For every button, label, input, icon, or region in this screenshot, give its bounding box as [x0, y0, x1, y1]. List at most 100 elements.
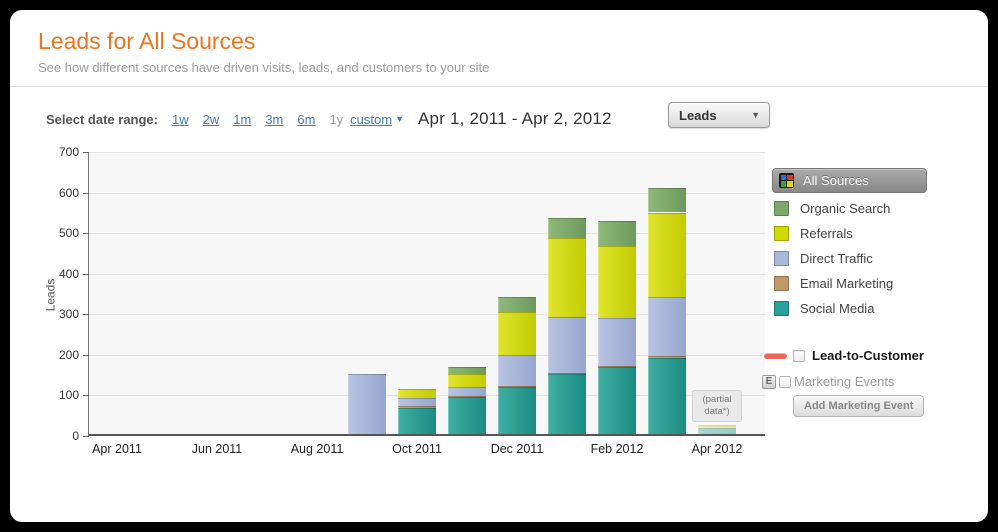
x-tick-label: Apr 2011 [92, 442, 142, 456]
legend-all-sources-button[interactable]: All Sources [772, 168, 927, 193]
legend-swatch-icon [774, 276, 789, 291]
four-color-grid-icon [779, 173, 794, 188]
bar-segment[interactable] [648, 355, 686, 358]
y-tick-mark [83, 192, 89, 194]
y-tick-label: 600 [58, 185, 79, 200]
x-tick-label: Jun 2011 [191, 442, 243, 456]
y-tick-mark [83, 395, 89, 397]
gridline [89, 233, 765, 235]
lead-to-customer-label: Lead-to-Customer [812, 348, 924, 363]
bar-segment[interactable] [548, 373, 586, 434]
bar-segment[interactable] [398, 406, 436, 408]
range-link-2w[interactable]: 2w [202, 111, 220, 127]
lead-to-customer-checkbox[interactable] [793, 349, 805, 362]
bar-segment[interactable] [448, 367, 486, 374]
date-range-display: Apr 1, 2011 - Apr 2, 2012 [418, 109, 612, 128]
marketing-events-row: E Marketing Events [762, 374, 894, 389]
bar-segment[interactable] [648, 357, 686, 434]
bar-segment[interactable] [448, 396, 486, 434]
y-tick-mark [83, 152, 89, 153]
bar-segment[interactable] [598, 318, 636, 367]
range-link-3m[interactable]: 3m [265, 111, 284, 127]
legend-swatch-icon [774, 251, 789, 266]
range-link-1w[interactable]: 1w [172, 111, 189, 127]
bar-segment[interactable] [548, 373, 586, 374]
marketing-events-checkbox[interactable] [779, 375, 791, 388]
y-tick-label: 500 [58, 226, 79, 241]
legend-swatch-icon [774, 201, 789, 216]
bar-segment[interactable] [498, 387, 536, 434]
y-tick-mark [83, 436, 89, 437]
bar-segment[interactable] [348, 373, 386, 434]
bar-segment[interactable] [548, 237, 586, 318]
legend-item-label: Referrals [800, 226, 853, 241]
legend-item-social-media[interactable]: Social Media [774, 296, 893, 321]
range-link-6m[interactable]: 6m [297, 111, 316, 127]
legend: Organic Search Referrals Direct Traffic Ema… [774, 196, 893, 321]
bar-segment[interactable] [698, 424, 736, 428]
bar-segment[interactable] [448, 395, 486, 397]
x-tick-label: Dec 2011 [490, 442, 544, 456]
bar-segment[interactable] [648, 296, 686, 356]
y-tick-label: 200 [58, 347, 79, 362]
all-sources-label: All Sources [803, 173, 869, 188]
bar-segment[interactable] [498, 311, 536, 356]
bar-segment[interactable] [598, 367, 636, 434]
lead-to-customer-line-icon [764, 352, 787, 359]
bar-segment[interactable] [498, 355, 536, 386]
header-divider [10, 86, 988, 87]
chevron-down-icon: ▼ [751, 110, 760, 120]
legend-item-label: Direct Traffic [800, 251, 873, 266]
bar-segment[interactable] [398, 407, 436, 434]
bar-segment[interactable] [698, 427, 736, 434]
bar-segment[interactable] [598, 366, 636, 368]
gridline [89, 314, 765, 316]
legend-item-label: Email Marketing [800, 276, 894, 291]
bar-segment[interactable] [398, 388, 436, 398]
legend-swatch-icon [774, 301, 789, 316]
legend-swatch-icon [774, 226, 789, 241]
bar-segment[interactable] [598, 221, 636, 247]
bar-segment[interactable] [648, 212, 686, 297]
bar-segment[interactable] [548, 317, 586, 374]
y-tick-label: 100 [58, 388, 79, 403]
gridline [89, 354, 765, 356]
gridline [89, 273, 765, 275]
y-tick-label: 300 [58, 307, 79, 322]
range-link-1m[interactable]: 1m [233, 111, 252, 127]
legend-item-referrals[interactable]: Referrals [774, 221, 893, 246]
y-tick-label: 400 [58, 266, 79, 281]
range-link-custom[interactable]: custom [350, 111, 393, 127]
custom-dropdown-arrow-icon[interactable]: ▼ [395, 114, 404, 124]
date-range-label: Select date range: [46, 111, 158, 127]
bar-segment[interactable] [598, 246, 636, 319]
y-tick-mark [83, 273, 89, 275]
range-link-1y-selected: 1y [329, 111, 344, 127]
bar-segment[interactable] [398, 397, 436, 407]
bar-segment[interactable] [548, 218, 586, 238]
bar-segment[interactable] [448, 387, 486, 396]
metric-dropdown-value: Leads [679, 107, 717, 123]
date-range-controls: Select date range: 1w 2w 1m 3m 6m 1y cus… [46, 104, 612, 134]
page-title: Leads for All Sources [38, 28, 256, 54]
x-tick-label: Feb 2012 [590, 442, 644, 456]
legend-item-label: Social Media [800, 301, 875, 316]
lead-to-customer-row: Lead-to-Customer [764, 348, 924, 363]
add-marketing-event-button[interactable]: Add Marketing Event [793, 395, 925, 417]
leads-chart-plot-area: 0 100 200 300 400 500 600 700 Apr 2011 Jun 2011 Au… [59, 145, 765, 456]
bar-segment[interactable] [498, 385, 536, 388]
legend-item-email-marketing[interactable]: Email Marketing [774, 271, 893, 296]
legend-item-organic-search[interactable]: Organic Search [774, 196, 893, 221]
legend-item-direct-traffic[interactable]: Direct Traffic [774, 246, 893, 271]
bar-segment[interactable] [648, 187, 686, 213]
legend-item-label: Organic Search [800, 201, 891, 216]
x-tick-label: Oct 2011 [392, 442, 442, 456]
y-tick-label: 700 [58, 145, 79, 159]
x-tick-label: Apr 2012 [691, 442, 743, 456]
x-tick-label: Aug 2011 [290, 442, 344, 456]
bar-segment[interactable] [498, 297, 536, 312]
gridline [89, 192, 765, 194]
metric-dropdown[interactable]: Leads ▼ [668, 102, 770, 128]
bar-segment[interactable] [448, 373, 486, 388]
page-subtitle: See how different sources have driven vi… [38, 60, 490, 75]
